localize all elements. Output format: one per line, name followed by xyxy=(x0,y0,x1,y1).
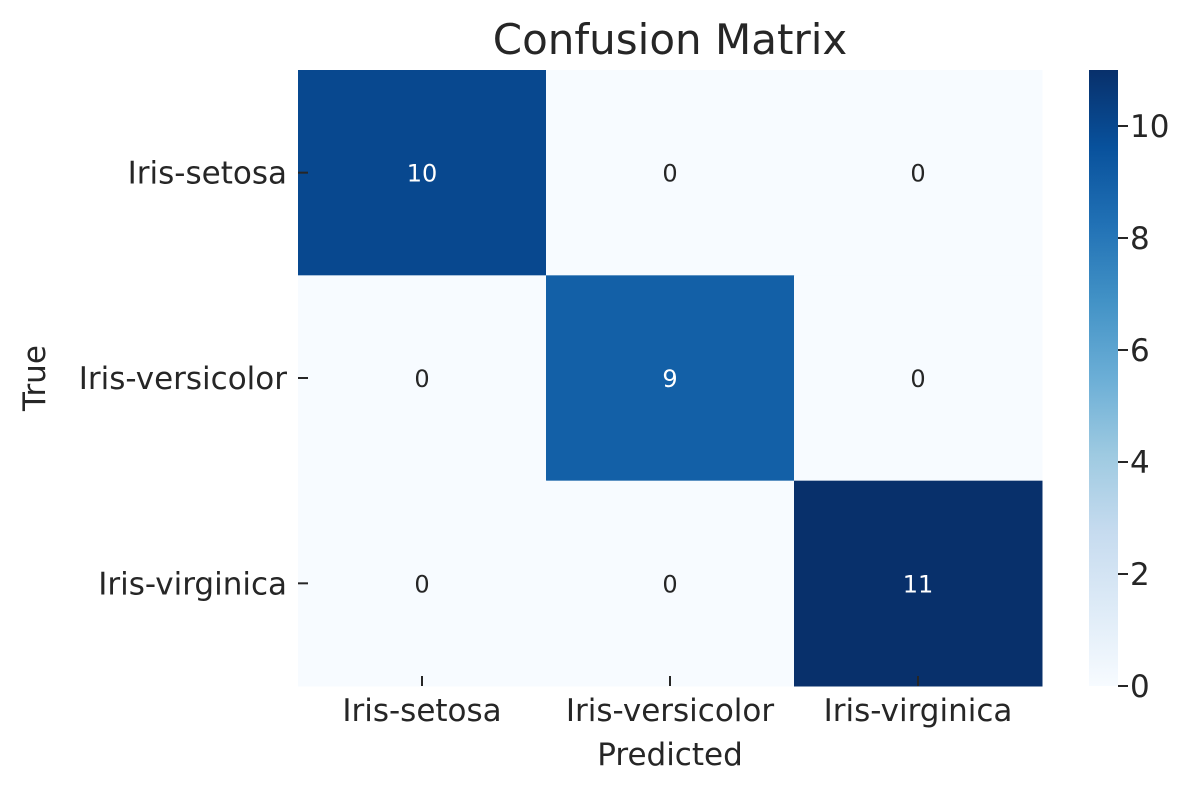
chart-title: Confusion Matrix xyxy=(493,15,848,64)
y-axis: Iris-setosa Iris-versicolor Iris-virginica xyxy=(79,156,308,602)
cell-value-label: 0 xyxy=(662,570,677,598)
y-tick-label: Iris-setosa xyxy=(128,156,287,192)
colorbar-tick-label: 8 xyxy=(1130,221,1150,257)
colorbar-tick-label: 10 xyxy=(1130,109,1169,145)
heatmap-cell xyxy=(298,480,547,687)
heatmap-cell xyxy=(298,275,547,482)
cell-value-label: 0 xyxy=(414,365,429,393)
colorbar-tick-label: 4 xyxy=(1130,445,1150,481)
x-axis-label: Predicted xyxy=(597,737,743,773)
cell-value-label: 9 xyxy=(662,365,677,393)
colorbar-tick-label: 2 xyxy=(1130,557,1150,593)
heatmap-cell xyxy=(794,480,1043,687)
cell-value-label: 10 xyxy=(407,160,438,188)
x-tick-label: Iris-setosa xyxy=(342,693,501,729)
colorbar-tick-label: 0 xyxy=(1130,669,1150,705)
heatmap-cell xyxy=(298,70,547,276)
x-tick-label: Iris-virginica xyxy=(824,693,1013,729)
cell-value-label: 0 xyxy=(910,365,925,393)
heatmap-cells xyxy=(298,70,1043,687)
heatmap-cell xyxy=(546,70,795,276)
heatmap-cell xyxy=(546,275,795,482)
heatmap-cell xyxy=(794,70,1043,276)
cell-value-label: 0 xyxy=(414,570,429,598)
heatmap-cell xyxy=(546,480,795,687)
x-tick-label: Iris-versicolor xyxy=(566,693,775,729)
heatmap-cell xyxy=(794,275,1043,482)
colorbar xyxy=(1089,70,1118,686)
cell-annotations: 10 0 0 0 9 0 0 0 11 xyxy=(407,160,934,599)
cell-value-label: 0 xyxy=(662,160,677,188)
cell-value-label: 11 xyxy=(903,570,934,598)
y-tick-label: Iris-virginica xyxy=(98,566,287,602)
y-tick-label: Iris-versicolor xyxy=(79,361,288,397)
colorbar-ticks: 0 2 4 6 8 10 xyxy=(1118,109,1169,705)
x-axis: Iris-setosa Iris-versicolor Iris-virginica xyxy=(342,676,1012,729)
cell-value-label: 0 xyxy=(910,160,925,188)
y-axis-label: True xyxy=(17,345,53,412)
colorbar-tick-label: 6 xyxy=(1130,333,1150,369)
